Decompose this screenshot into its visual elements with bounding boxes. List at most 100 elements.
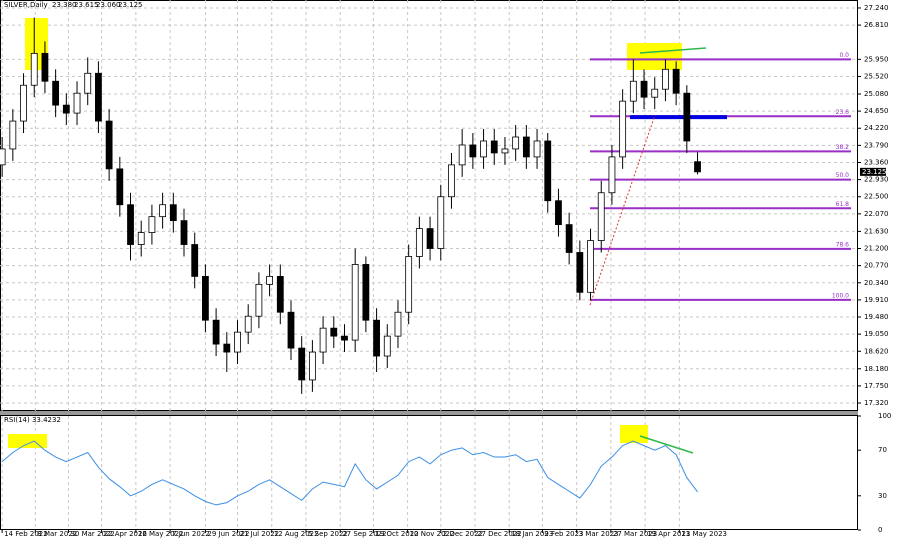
y-tick-label: 100 [878, 412, 891, 420]
candle-body [41, 52, 49, 82]
candle-body [448, 164, 455, 198]
fib-label: 0.0 [839, 52, 849, 59]
candle-body [426, 228, 434, 249]
highlight-box [627, 43, 682, 70]
x-tick-label: 12 Aug 2022 [274, 530, 319, 538]
x-tick-label: 10 Nov 2022 [410, 530, 455, 538]
y-tick-label: 26.810 [864, 21, 889, 29]
candle-body [619, 100, 627, 158]
fib-label: 61.8 [836, 201, 850, 208]
rsi-title: RSI(14) 33.4232 [4, 416, 61, 424]
candle-body [555, 200, 562, 226]
candle-body [351, 264, 359, 341]
candle-body [672, 68, 680, 94]
candle-body [587, 240, 594, 293]
candle-body [73, 92, 81, 114]
candle-body [212, 319, 220, 345]
y-tick-label: 22.500 [864, 193, 889, 201]
candle-body [458, 144, 466, 166]
panel-separator [0, 411, 858, 415]
x-tick-label: 19 Oct 2022 [375, 530, 418, 538]
last-price-box [860, 167, 886, 176]
last-price-label: 23.125 [862, 168, 887, 176]
candle-body [565, 224, 573, 253]
candle-body [533, 140, 541, 158]
candle-body [576, 252, 584, 293]
candle-body [148, 216, 156, 233]
candle-body [137, 232, 145, 245]
fib-label: 78.6 [836, 241, 850, 248]
y-tick-label: 17.320 [864, 399, 889, 407]
candle-body [319, 327, 327, 353]
candle-body [62, 104, 70, 114]
x-tick-label: 2 Dec 2022 [443, 530, 483, 538]
candle-body [405, 256, 413, 313]
candle-body [180, 220, 188, 245]
candle-body [469, 144, 477, 158]
candle-body [415, 228, 423, 257]
candle-body [234, 331, 241, 353]
y-tick-label: 19.910 [864, 296, 889, 304]
candle-body [191, 244, 199, 277]
y-tick-label: 25.520 [864, 72, 889, 80]
rsi-frame [0, 415, 858, 530]
y-tick-label: 21.200 [864, 245, 889, 253]
x-tick-label: 22 Apr 2022 [104, 530, 147, 538]
x-tick-label: 5 Sep 2022 [308, 530, 348, 538]
x-tick-label: 29 Jun 2022 [207, 530, 249, 538]
rsi-line [1, 440, 698, 506]
highlight-box [620, 425, 648, 443]
x-tick-label: 11 May 2023 [681, 530, 727, 538]
x-tick-label: 16 May 2022 [138, 530, 184, 538]
candle-body [244, 315, 252, 333]
fib-label: 100.0 [832, 292, 849, 299]
candle-body [437, 196, 445, 249]
y-tick-label: 25.950 [864, 55, 889, 63]
candle-body [84, 72, 92, 94]
candle-body [308, 351, 316, 381]
header-value: 23.380 [52, 1, 77, 9]
y-tick-label: 0 [878, 526, 882, 534]
y-tick-label: 18.180 [864, 365, 889, 373]
header-value: 23.060 [96, 1, 121, 9]
chart-title: SILVER,Daily [4, 1, 48, 9]
y-tick-label: 70 [878, 446, 887, 454]
candle-body [544, 140, 552, 202]
x-tick-label: 27 Mar 2023 [613, 530, 657, 538]
x-tick-label: 7 Jun 2022 [172, 530, 210, 538]
annotations [589, 47, 707, 454]
candle-body [651, 88, 659, 98]
y-tick-label: 23.790 [864, 141, 889, 149]
fib-label: 23.6 [836, 109, 850, 116]
plot: 0.0 23.6 38.2 50.0 61.8 78.6 100.0 [0, 17, 851, 506]
y-tick-label: 18.620 [864, 347, 889, 355]
candle-body [522, 136, 530, 158]
annotations [8, 18, 682, 448]
y-tick-label: 24.650 [864, 107, 889, 115]
candle-body [95, 72, 102, 122]
x-tick-label: 19 Apr 2023 [647, 530, 690, 538]
y-tick-label: 21.630 [864, 227, 889, 235]
candle-body [276, 275, 284, 313]
candle-body [629, 80, 637, 102]
candle-body [373, 319, 380, 357]
x-tick-label: 14 Feb 2022 [4, 530, 48, 538]
y-tick-label: 25.080 [864, 90, 889, 98]
candle-body [383, 335, 391, 357]
candle-body [202, 275, 209, 321]
candle-body [159, 204, 167, 218]
candle-body [640, 80, 648, 98]
x-tick-label: 8 Mar 2022 [37, 530, 77, 538]
candle-body [127, 204, 134, 245]
candle-body [330, 327, 338, 337]
candle-body [597, 192, 605, 241]
candle-body [490, 140, 498, 154]
candle-body [223, 343, 231, 353]
candle-body [255, 283, 263, 317]
y-tick-label: 19.480 [864, 313, 889, 321]
y-tick-label: 19.050 [864, 330, 889, 338]
x-tick-label: 27 Dec 2022 [477, 530, 522, 538]
candle-body [0, 148, 6, 166]
x-tick-label: 3 Mar 2023 [579, 530, 619, 538]
